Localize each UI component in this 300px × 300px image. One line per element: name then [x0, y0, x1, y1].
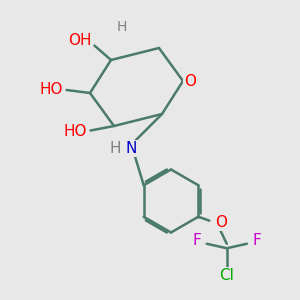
Text: O: O: [184, 74, 196, 88]
Text: H: H: [110, 141, 121, 156]
Text: F: F: [192, 233, 201, 248]
Text: F: F: [252, 233, 261, 248]
Text: HO: HO: [39, 82, 63, 98]
Text: H: H: [116, 20, 127, 34]
Text: O: O: [215, 215, 227, 230]
Text: HO: HO: [63, 124, 87, 140]
Text: OH: OH: [68, 33, 91, 48]
Text: N: N: [126, 141, 137, 156]
Text: Cl: Cl: [219, 268, 234, 283]
